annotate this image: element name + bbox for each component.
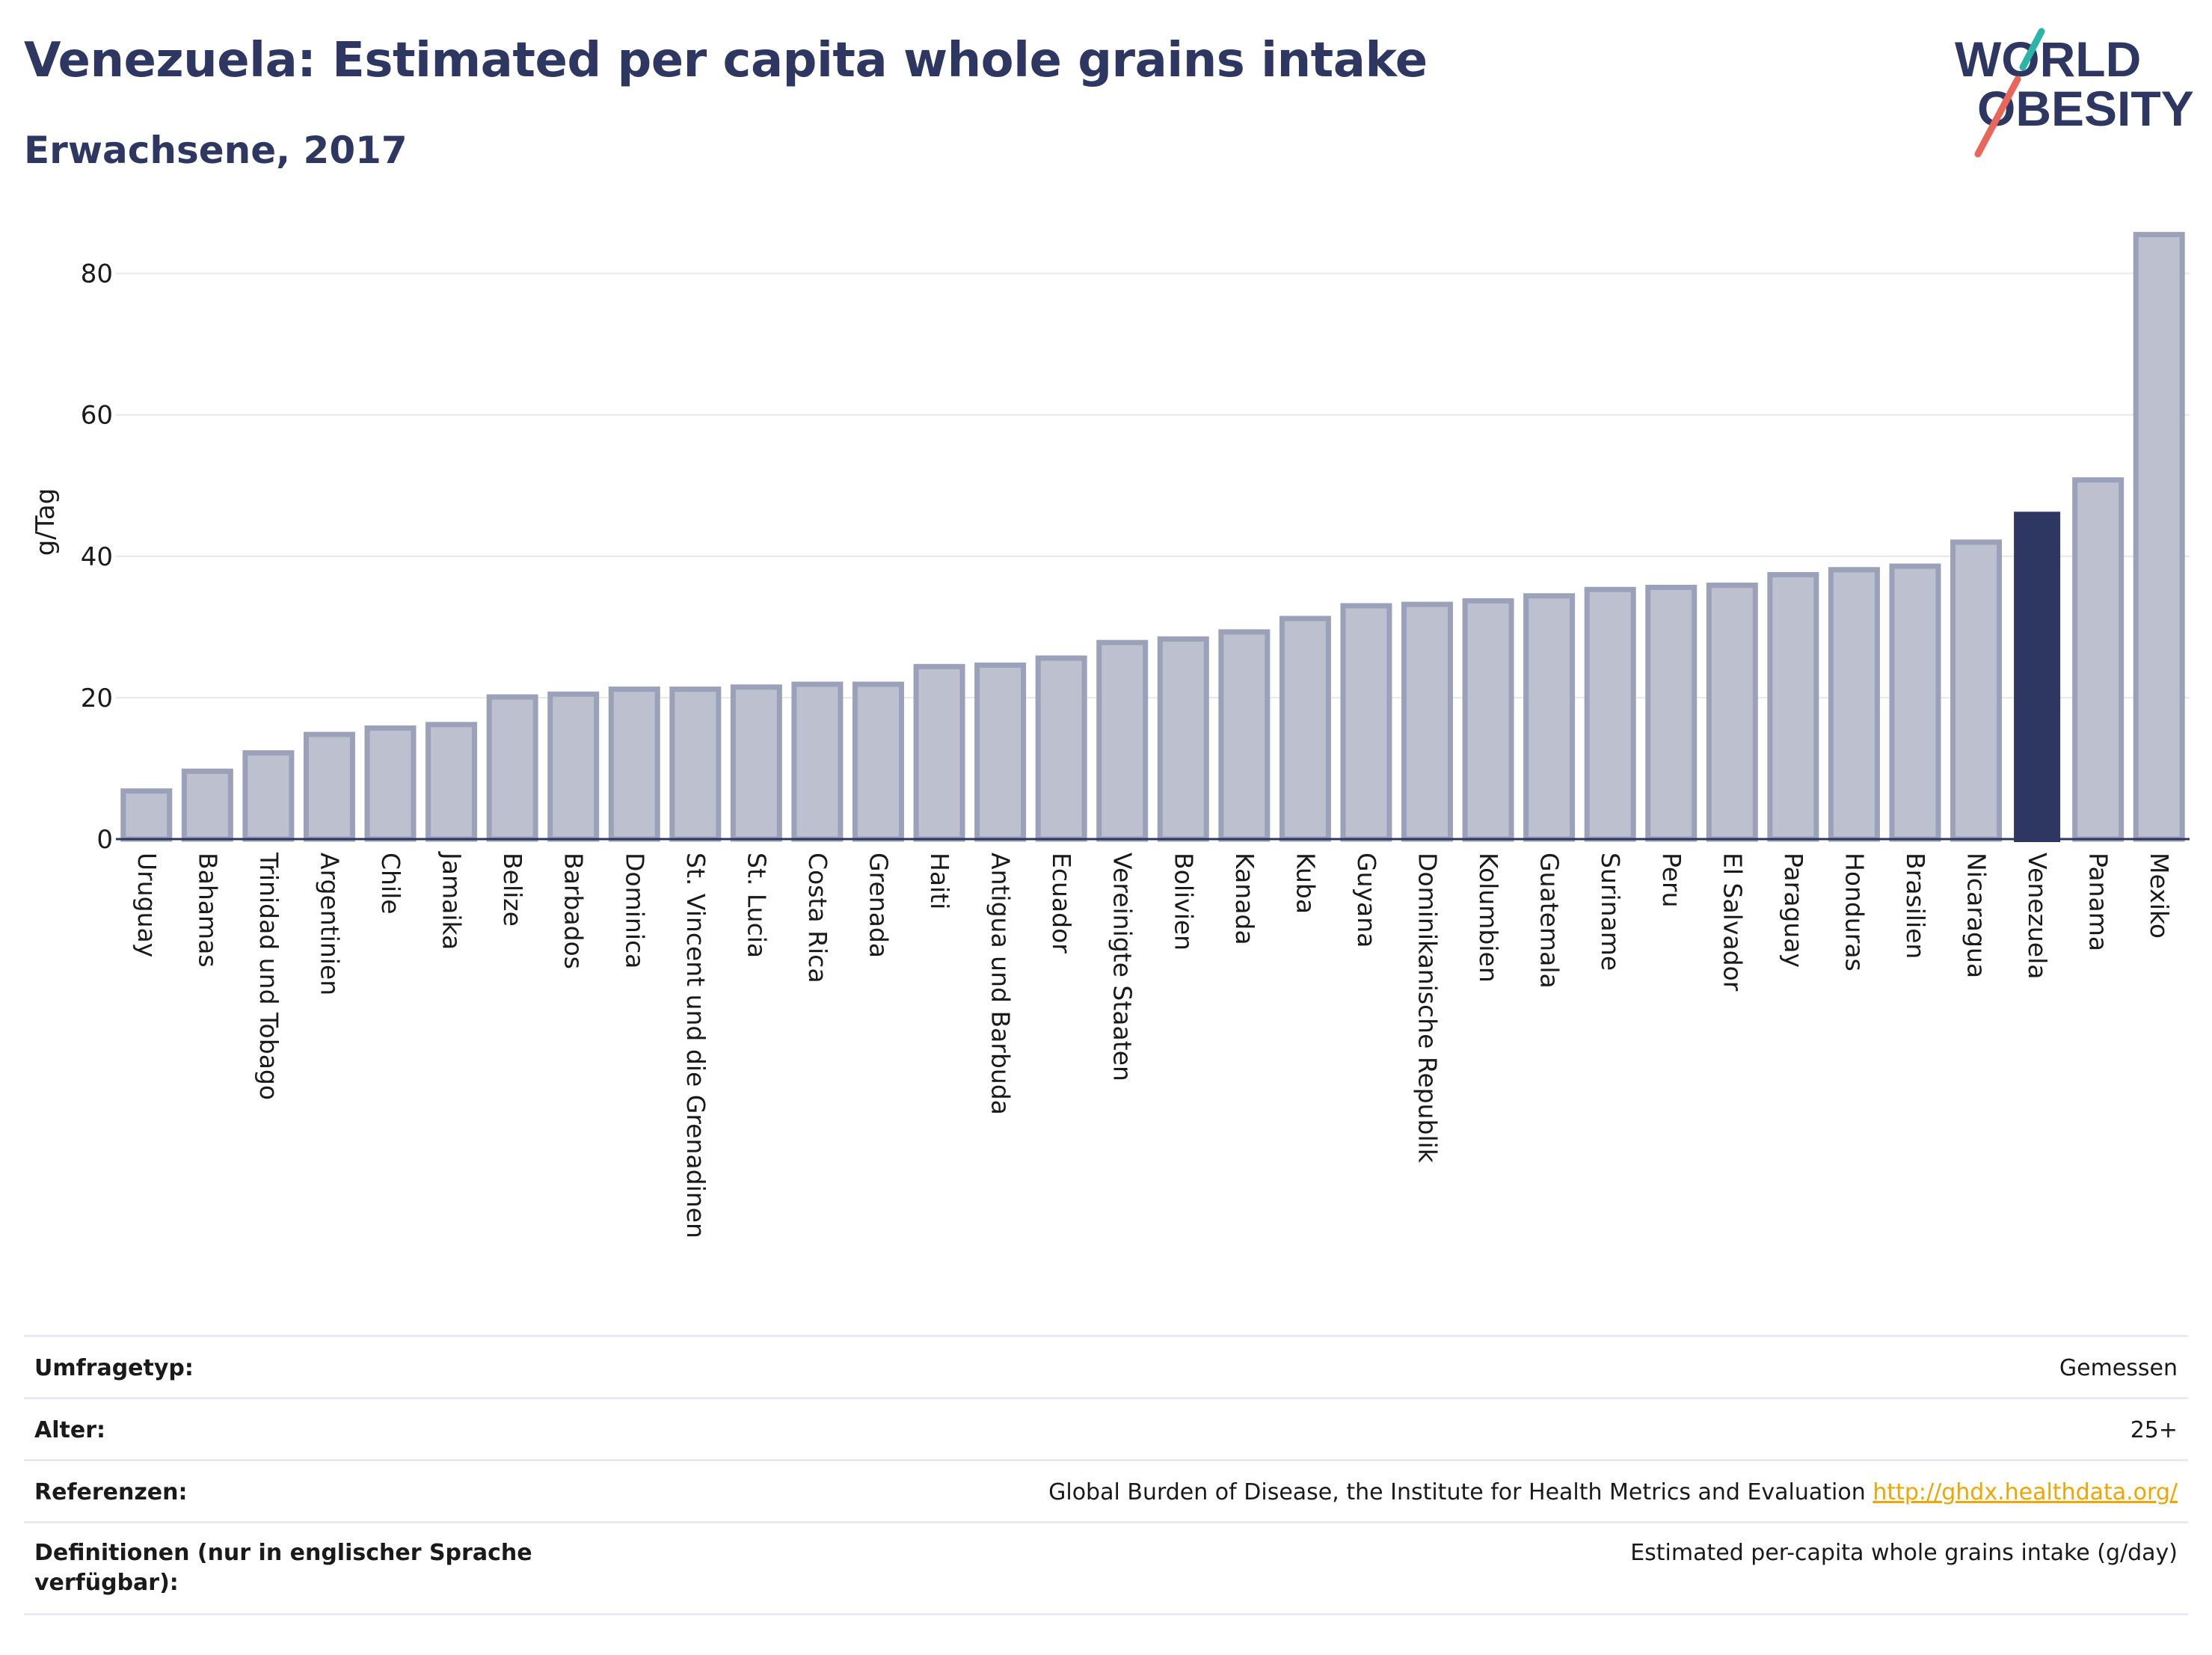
info-label: Alter: [34, 1417, 105, 1443]
bar-kuba[interactable] [1279, 615, 1331, 842]
bar-suriname[interactable] [1584, 586, 1636, 842]
bar-argentinien[interactable] [303, 731, 355, 842]
x-tick-label: Jamaika [437, 851, 467, 950]
x-tick-label: Costa Rica [803, 853, 832, 983]
x-tick-label: Panama [2084, 853, 2113, 951]
y-tick-labels: 0 20 40 60 80 [81, 260, 113, 855]
x-tick-label: Grenada [864, 853, 893, 958]
logo-slash-bottom [1974, 76, 2021, 158]
chart-title: Venezuela: Estimated per capita whole gr… [24, 33, 1428, 88]
x-tick-label: Honduras [1840, 853, 1869, 971]
x-tick-label: Vereinigte Staaten [1108, 853, 1137, 1081]
bar-layer [116, 232, 2190, 842]
x-tick-label: Haiti [925, 853, 954, 909]
bar-guyana[interactable] [1340, 603, 1392, 842]
x-tick-label: Kuba [1291, 853, 1320, 914]
x-tick-label: Antigua und Barbuda [986, 853, 1016, 1115]
bar-dominikanische-republik[interactable] [1401, 601, 1454, 842]
x-tick-label: Argentinien [315, 853, 344, 995]
bar-kolumbien[interactable] [1462, 598, 1514, 842]
x-tick-label: Belize [498, 853, 527, 927]
x-tick-label: Dominica [620, 853, 649, 968]
info-row: Definitionen (nur in englischer Sprache … [24, 1521, 2188, 1615]
x-tick-label: Suriname [1596, 853, 1625, 971]
bar-st-lucia[interactable] [730, 684, 782, 842]
bar-bahamas[interactable] [181, 768, 233, 842]
logo-slash-top [2019, 28, 2045, 71]
x-tick-label: St. Lucia [742, 853, 771, 958]
x-tick-label: St. Vincent und die Grenadinen [681, 853, 710, 1238]
info-label: Referenzen: [34, 1479, 188, 1505]
bar-panama[interactable] [2072, 477, 2125, 842]
info-label: Umfragetyp: [34, 1355, 194, 1381]
y-tick-label: 0 [96, 825, 113, 855]
y-axis-label: g/Tag [31, 488, 61, 556]
bar-venezuela[interactable] [2014, 512, 2061, 842]
bar-jamaika[interactable] [425, 722, 478, 842]
bar-dominica[interactable] [608, 687, 660, 842]
info-value: 25+ [2130, 1417, 2178, 1443]
y-tick-label: 20 [81, 684, 113, 713]
bar-mexiko[interactable] [2133, 232, 2185, 842]
bar-paraguay[interactable] [1767, 571, 1819, 842]
info-label: Definitionen (nur in englischer Sprache … [34, 1540, 532, 1596]
info-value: Global Burden of Disease, the Institute … [1048, 1479, 2178, 1505]
bar-kanada[interactable] [1218, 629, 1271, 842]
bar-guatemala[interactable] [1523, 593, 1576, 842]
bar-honduras[interactable] [1828, 567, 1880, 842]
x-tick-labels: Uruguay Bahamas Trinidad und Tobago Argenti… [132, 851, 2174, 1238]
x-tick-label: Bahamas [193, 853, 222, 968]
bar-vereinigte-staaten[interactable] [1096, 639, 1149, 842]
x-tick-label: Uruguay [132, 853, 162, 957]
info-table: Umfragetyp: Gemessen Alter: 25+ Referenzen: G… [24, 1335, 2188, 1615]
x-tick-label: Trinidad und Tobago [254, 852, 283, 1100]
x-tick-label: Kanada [1230, 853, 1259, 945]
world-obesity-logo: WORLD OBESITY [1955, 28, 2194, 158]
x-tick-label: Paraguay [1779, 853, 1808, 968]
reference-link[interactable]: http://ghdx.healthdata.org/ [1872, 1479, 2178, 1505]
y-tick-label: 60 [81, 401, 113, 431]
bar-antigua-und-barbuda[interactable] [974, 662, 1027, 842]
x-tick-label: Venezuela [2023, 853, 2052, 979]
x-tick-label: Ecuador [1047, 853, 1076, 954]
x-tick-label: Kolumbien [1474, 853, 1503, 983]
x-tick-label: Peru [1657, 853, 1686, 908]
bar-st-vincent-und-die-grenadinen[interactable] [669, 687, 722, 842]
x-tick-label: Guatemala [1535, 853, 1564, 989]
info-value: Gemessen [2059, 1355, 2178, 1381]
bar-haiti[interactable] [913, 663, 965, 842]
y-tick-label: 80 [81, 260, 113, 289]
bar-barbados[interactable] [547, 691, 600, 842]
x-tick-label: Guyana [1352, 853, 1381, 948]
x-tick-label: Nicaragua [1962, 853, 1991, 978]
bar-brasilien[interactable] [1889, 563, 1941, 842]
bar-belize[interactable] [486, 694, 538, 842]
x-tick-label: El Salvador [1718, 853, 1747, 992]
x-tick-label: Bolivien [1169, 853, 1198, 951]
bar-costa-rica[interactable] [791, 681, 844, 842]
bar-bolivien[interactable] [1157, 636, 1209, 842]
bar-nicaragua[interactable] [1950, 539, 2003, 842]
x-tick-label: Barbados [559, 853, 589, 969]
x-tick-label: Chile [376, 853, 405, 915]
bar-el-salvador[interactable] [1706, 583, 1758, 842]
bar-chile[interactable] [364, 725, 417, 842]
info-row: Alter: 25+ [24, 1397, 2188, 1459]
info-row: Referenzen: Global Burden of Disease, the… [24, 1459, 2188, 1521]
x-tick-label: Mexiko [2145, 853, 2174, 939]
x-tick-label: Brasilien [1901, 853, 1930, 959]
x-tick-label: Dominikanische Republik [1413, 853, 1443, 1164]
bar-peru[interactable] [1645, 584, 1698, 842]
logo-line1: WORLD [1955, 31, 2141, 87]
chart-subtitle: Erwachsene, 2017 [24, 129, 408, 172]
bar-chart: 0 20 40 60 80 Uruguay Bahamas Trinidad und Tob… [31, 232, 2190, 1238]
info-row: Umfragetyp: Gemessen [24, 1335, 2188, 1397]
bar-grenada[interactable] [852, 681, 904, 842]
bar-uruguay[interactable] [120, 788, 173, 842]
y-tick-label: 40 [81, 542, 113, 572]
bar-ecuador[interactable] [1035, 655, 1087, 842]
bar-trinidad-und-tobago[interactable] [242, 750, 295, 842]
info-value: Estimated per-capita whole grains intake… [1630, 1540, 2178, 1566]
